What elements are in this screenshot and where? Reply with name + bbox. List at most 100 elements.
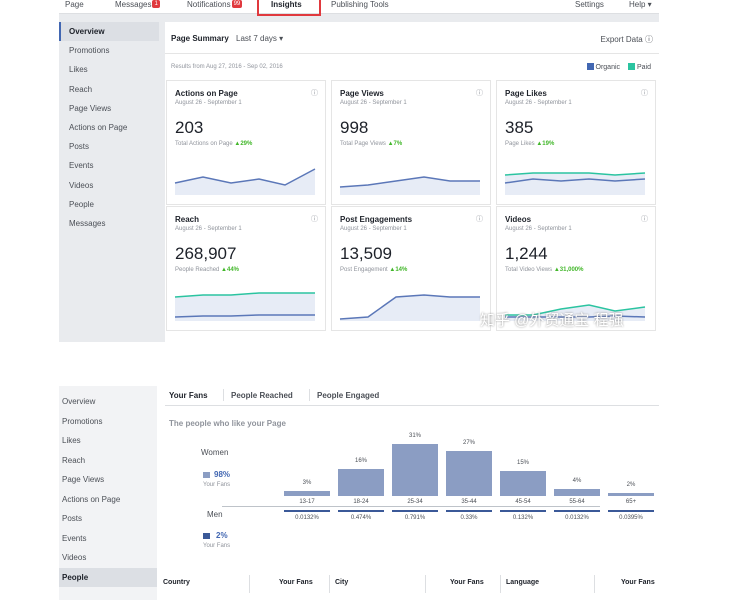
sidebar-item-videos[interactable]: Videos [69, 180, 94, 190]
card-date: August 26 - September 1 [340, 100, 407, 106]
card-date: August 26 - September 1 [175, 226, 242, 232]
card-change: ▲14% [389, 267, 408, 273]
paid-swatch [627, 63, 635, 70]
tab-your-fans[interactable]: Your Fans [169, 391, 208, 400]
sidebar2-item-reach[interactable]: Reach [62, 455, 86, 465]
card-value: 1,244 [505, 244, 548, 263]
card-videos[interactable]: Videos ⓘ August 26 - September 1 1,244 T… [496, 206, 656, 331]
men-percent: 2% [216, 531, 228, 540]
col-language[interactable]: Language [506, 579, 540, 586]
export-data-button[interactable]: Export Data ⓘ [601, 34, 653, 45]
sidebar-item-reach[interactable]: Reach [69, 84, 93, 94]
nav-publishing-tools[interactable]: Publishing Tools [331, 0, 389, 9]
age-percent-label: 4% [572, 478, 582, 485]
info-icon[interactable]: ⓘ [641, 216, 648, 223]
nav-insights[interactable]: Insights [271, 0, 302, 9]
age-bar-55-64[interactable] [554, 489, 600, 496]
paid-line [174, 292, 315, 298]
women-swatch [203, 472, 210, 478]
fb-average-bar [500, 510, 546, 512]
col-divider [500, 575, 501, 593]
info-icon[interactable]: ⓘ [476, 90, 483, 97]
age-bar-25-34[interactable] [392, 444, 438, 496]
card-value: 13,509 [340, 244, 392, 263]
card-date: August 26 - September 1 [340, 226, 407, 232]
sidebar-item-posts[interactable]: Posts [69, 142, 90, 152]
sidebar2-item-overview[interactable]: Overview [62, 397, 96, 406]
organic-line [339, 176, 480, 188]
organic-line [174, 168, 316, 186]
col-country-fans[interactable]: Your Fans [279, 579, 313, 586]
col-city[interactable]: City [335, 579, 349, 586]
card-title: Page Likes [505, 89, 547, 98]
card-value: 385 [505, 118, 534, 137]
summary-title: Page Summary [171, 34, 229, 43]
fb-average-label: 0.132% [512, 515, 534, 521]
card-value: 998 [340, 118, 369, 137]
card-value: 268,907 [175, 244, 237, 263]
info-icon[interactable]: ⓘ [311, 216, 318, 223]
col-city-fans[interactable]: Your Fans [450, 579, 484, 586]
sidebar-item-overview[interactable]: Overview [59, 22, 159, 42]
card-title: Videos [505, 215, 532, 224]
info-icon[interactable]: ⓘ [641, 90, 648, 97]
date-range-dropdown[interactable]: Last 7 days ▾ [236, 34, 284, 43]
card-title: Actions on Page [175, 89, 238, 98]
nav-messages[interactable]: Messages 1 [115, 0, 160, 9]
card-actions-on-page[interactable]: Actions on Page ⓘ August 26 - September … [166, 80, 326, 205]
tab-people-engaged[interactable]: People Engaged [317, 391, 380, 400]
col-country[interactable]: Country [163, 579, 190, 586]
sidebar2-item-promotions[interactable]: Promotions [62, 416, 103, 426]
age-group-label: 25-34 [407, 499, 423, 505]
card-change: ▲31,000% [553, 267, 584, 273]
paid-line [505, 304, 646, 316]
info-icon[interactable]: ⓘ [476, 216, 483, 223]
fb-average-bar [284, 510, 330, 512]
age-bar-35-44[interactable] [446, 450, 492, 496]
results-date-range: Results from Aug 27, 2016 - Sep 02, 2016 [171, 64, 283, 70]
sidebar2-item-people[interactable]: People [59, 567, 157, 587]
sidebar-item-people[interactable]: People [69, 199, 94, 209]
insights-overview-panel: Page Messages 1 Notifications 99 Insights … [59, 0, 659, 342]
info-icon[interactable]: ⓘ [311, 90, 318, 97]
age-bar-65+[interactable] [608, 492, 654, 496]
nav-page[interactable]: Page [65, 0, 84, 9]
organic-area [340, 295, 480, 321]
age-axis [222, 506, 600, 507]
chart-legend: Organic Paid [586, 63, 651, 71]
card-date: August 26 - September 1 [505, 226, 572, 232]
age-group-label: 65+ [625, 499, 637, 505]
organic-line [174, 314, 315, 318]
sidebar-item-likes[interactable]: Likes [69, 65, 88, 75]
organic-line [505, 315, 646, 318]
sidebar-item-promotions[interactable]: Promotions [69, 46, 110, 56]
sidebar2-item-actions-on-page[interactable]: Actions on Page [62, 494, 121, 504]
sidebar2-item-posts[interactable]: Posts [62, 514, 83, 523]
card-post-engagements[interactable]: Post Engagements ⓘ August 26 - September… [331, 206, 491, 331]
nav-help[interactable]: Help ▾ [629, 0, 652, 9]
card-subtext-label: Total Video Views [505, 267, 553, 273]
sidebar-item-actions-on-page[interactable]: Actions on Page [69, 122, 128, 132]
age-bar-45-54[interactable] [500, 470, 546, 496]
col-language-fans[interactable]: Your Fans [621, 579, 655, 586]
card-title: Post Engagements [340, 215, 413, 224]
nav-notifications[interactable]: Notifications 99 [187, 0, 243, 9]
card-reach[interactable]: Reach ⓘ August 26 - September 1 268,907 … [166, 206, 326, 331]
people-sidebar: Overview Promotions Likes Reach Page Vie… [59, 386, 157, 600]
age-bar-13-17[interactable] [284, 490, 330, 496]
card-page-views[interactable]: Page Views ⓘ August 26 - September 1 998… [331, 80, 491, 205]
sidebar-item-messages[interactable]: Messages [69, 218, 106, 228]
age-bar-18-24[interactable] [338, 469, 384, 496]
tab-people-reached[interactable]: People Reached [231, 391, 293, 400]
sidebar-item-events[interactable]: Events [69, 161, 94, 171]
page-summary-section: Page Summary Last 7 days ▾ Export Data ⓘ… [165, 22, 659, 342]
sidebar-item-page-views[interactable]: Page Views [69, 103, 112, 113]
sidebar2-item-videos[interactable]: Videos [62, 553, 87, 562]
card-page-likes[interactable]: Page Likes ⓘ August 26 - September 1 385… [496, 80, 656, 205]
organic-area [505, 173, 645, 195]
sidebar2-item-events[interactable]: Events [62, 533, 87, 543]
nav-settings[interactable]: Settings [575, 0, 604, 9]
sidebar2-item-likes[interactable]: Likes [62, 436, 81, 445]
card-change: ▲44% [221, 267, 239, 273]
sidebar2-item-page-views[interactable]: Page Views [62, 475, 105, 484]
